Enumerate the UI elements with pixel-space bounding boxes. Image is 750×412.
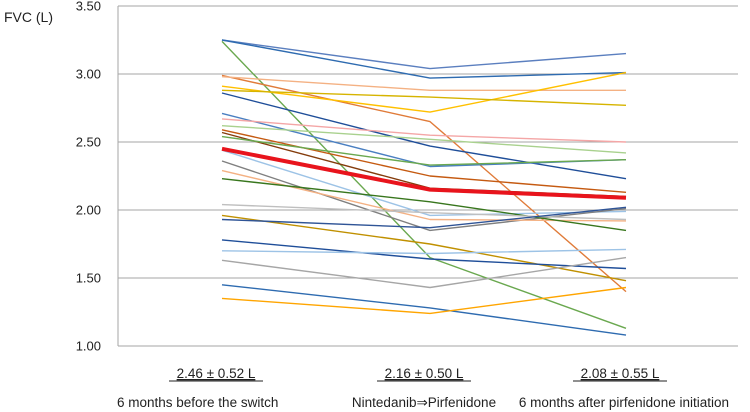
mean-series bbox=[221, 146, 627, 200]
series-line-patient-24 bbox=[221, 256, 627, 289]
y-tick-label: 3.50 bbox=[76, 0, 101, 14]
series-line-patient-16 bbox=[221, 160, 627, 232]
y-tick-label: 1.00 bbox=[76, 339, 101, 354]
mean-label: 2.16 ± 0.50 L bbox=[385, 366, 464, 381]
series-line-patient-7 bbox=[221, 89, 627, 106]
series-line-patient-26 bbox=[221, 286, 627, 315]
series-line-patient-12 bbox=[221, 129, 627, 193]
y-tick-label: 1.50 bbox=[76, 271, 101, 286]
series-line-patient-8 bbox=[221, 92, 627, 180]
y-axis-ticks: 1.00 1.50 2.00 2.50 3.00 3.50 bbox=[76, 0, 101, 354]
series-line-patient-2 bbox=[221, 39, 627, 79]
series-line-patient-18 bbox=[221, 178, 627, 232]
mean-line bbox=[221, 146, 627, 200]
series-line-patient-5 bbox=[221, 76, 626, 92]
patient-series bbox=[221, 39, 627, 336]
series-line-patient-19 bbox=[221, 203, 627, 221]
series-line-patient-25 bbox=[221, 284, 627, 336]
series-line-patient-1 bbox=[221, 39, 627, 70]
category-label: Nintedanib⇒Pirfenidone bbox=[352, 395, 496, 410]
y-tick-label: 2.00 bbox=[76, 203, 101, 218]
category-label: 6 months after pirfenidone initiation bbox=[519, 395, 729, 410]
gridlines bbox=[117, 5, 738, 347]
series-line-patient-14 bbox=[221, 135, 627, 166]
series-line-patient-23 bbox=[221, 248, 627, 255]
series-line-patient-20 bbox=[221, 214, 627, 282]
series-line-patient-15 bbox=[221, 149, 627, 217]
mean-labels: 2.46 ± 0.52 L 2.16 ± 0.50 L 2.08 ± 0.55 L bbox=[169, 366, 667, 382]
y-axis-label: FVC (L) bbox=[4, 9, 53, 25]
category-label: 6 months before the switch bbox=[117, 395, 278, 410]
series-line-patient-6 bbox=[221, 71, 627, 113]
y-tick-label: 3.00 bbox=[76, 67, 101, 82]
category-labels: 6 months before the switch Nintedanib⇒Pir… bbox=[117, 395, 729, 410]
series-line-patient-22 bbox=[221, 239, 627, 270]
series-line-patient-10 bbox=[221, 118, 627, 143]
series-line-patient-11 bbox=[221, 125, 627, 154]
series-line-patient-3 bbox=[221, 40, 627, 329]
y-tick-label: 2.50 bbox=[76, 135, 101, 150]
mean-label: 2.46 ± 0.52 L bbox=[177, 366, 256, 381]
series-line-patient-21 bbox=[221, 206, 627, 229]
mean-label: 2.08 ± 0.55 L bbox=[581, 366, 660, 381]
series-line-patient-4 bbox=[221, 74, 627, 293]
